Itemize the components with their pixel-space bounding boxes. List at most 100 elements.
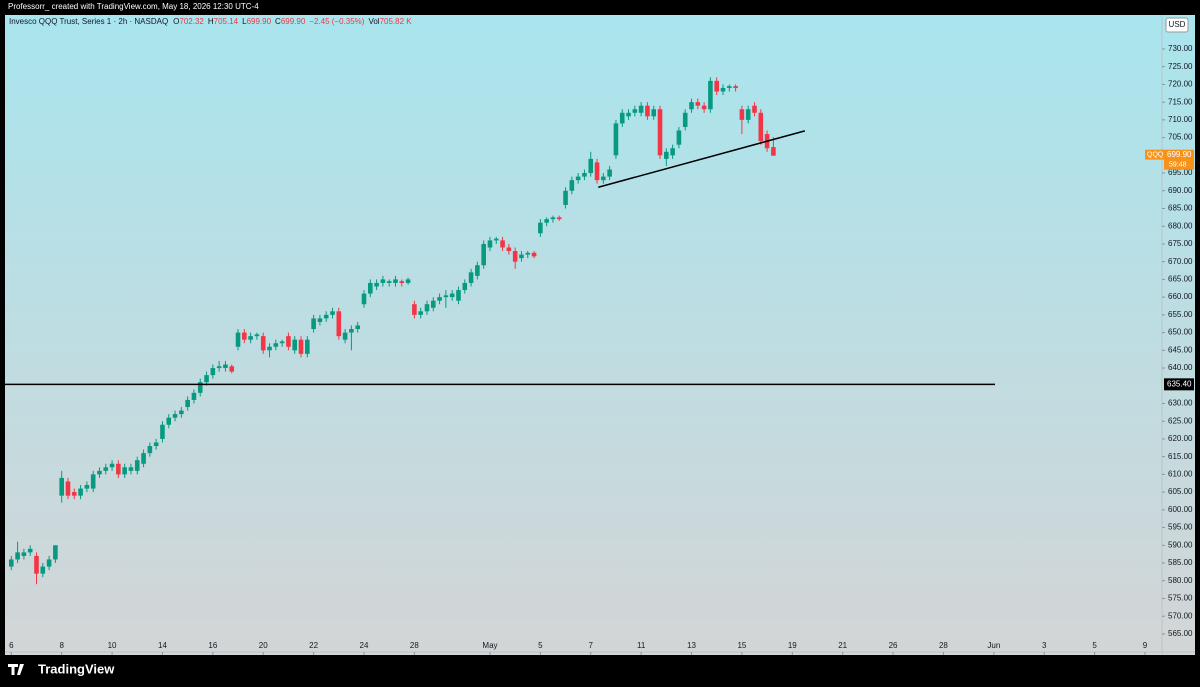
x-tick-label: 10 — [108, 641, 117, 650]
candle-body — [525, 252, 531, 255]
candle-body — [197, 382, 203, 393]
candle-body — [242, 332, 247, 340]
candle-body — [771, 147, 776, 156]
candle-body — [695, 102, 701, 106]
x-tick-label: 14 — [158, 641, 167, 650]
legend-value: 705.82 K — [380, 17, 413, 26]
x-tick-label: 5 — [1092, 641, 1097, 650]
candle-body — [739, 109, 745, 120]
candle-body — [27, 548, 33, 553]
legend-value: −2.45 (−0.35%) — [309, 17, 364, 26]
candle-body — [651, 109, 657, 117]
candle-body — [538, 222, 543, 234]
y-tick-label: 690.00 — [1168, 186, 1193, 195]
candle-body — [53, 545, 58, 560]
candle-body — [664, 151, 669, 159]
candle-body — [594, 162, 600, 181]
y-tick-label: 695.00 — [1168, 168, 1193, 177]
candle-body — [393, 279, 398, 283]
candle-body — [235, 332, 241, 347]
candle-body — [657, 109, 663, 156]
candle-body — [342, 332, 348, 340]
candle-body — [449, 293, 455, 298]
candle-body — [109, 463, 115, 468]
brand: TradingView — [38, 661, 115, 676]
legend-value: 699.90 — [281, 17, 306, 26]
candle-body — [172, 414, 178, 418]
candle-body — [701, 105, 707, 110]
x-tick-label: 26 — [889, 641, 898, 650]
candle-body — [65, 481, 71, 496]
y-tick-label: 615.00 — [1168, 452, 1193, 461]
candle-body — [430, 300, 436, 308]
candle-body — [443, 295, 449, 298]
x-tick-label: 11 — [637, 641, 646, 650]
candle-body — [311, 318, 316, 330]
candle-body — [153, 442, 159, 447]
y-tick-label: 610.00 — [1168, 469, 1193, 478]
candle-body — [563, 190, 568, 205]
candle-body — [758, 112, 764, 142]
candle-body — [147, 446, 153, 454]
candle-body — [128, 467, 134, 471]
candle-body — [254, 334, 260, 337]
legend-label: L — [242, 17, 247, 26]
x-tick-label: 8 — [59, 641, 64, 650]
candle-body — [556, 217, 562, 220]
y-tick-label: 670.00 — [1168, 257, 1193, 266]
x-tick-label: 13 — [687, 641, 696, 650]
candle-body — [292, 339, 298, 351]
legend-label: H — [208, 17, 214, 26]
y-tick-label: 580.00 — [1168, 576, 1193, 585]
y-tick-label: 585.00 — [1168, 558, 1193, 567]
x-tick-label: 16 — [208, 641, 217, 650]
candle-body — [632, 109, 638, 113]
legend-value: 705.14 — [214, 17, 239, 26]
x-tick-label: 19 — [788, 641, 797, 650]
candle-body — [588, 158, 594, 174]
x-tick-label: Jun — [987, 641, 1000, 650]
x-tick-label: 22 — [309, 641, 318, 650]
y-tick-label: 655.00 — [1168, 310, 1193, 319]
y-tick-label: 630.00 — [1168, 399, 1193, 408]
brand-logo — [8, 664, 24, 675]
currency-box[interactable] — [1165, 17, 1189, 33]
candle-body — [682, 112, 688, 127]
candle-body — [374, 282, 379, 287]
currency: USD — [1169, 20, 1186, 29]
y-tick-label: 715.00 — [1168, 97, 1193, 106]
candle-body — [166, 417, 172, 425]
chart-background — [5, 15, 1195, 655]
y-tick-label: 640.00 — [1168, 363, 1193, 372]
last-price-label: 699.90 — [1167, 150, 1192, 159]
candle-body — [84, 485, 90, 489]
candle-body — [286, 336, 291, 347]
trendline — [598, 130, 806, 188]
y-tick-label: 625.00 — [1168, 416, 1193, 425]
candle-body — [512, 251, 518, 262]
candle-body — [78, 488, 83, 496]
candle-body — [733, 86, 738, 88]
candle-body — [40, 566, 46, 574]
horizontal-line-tag — [1164, 378, 1194, 391]
candle-body — [260, 336, 266, 351]
candle-body — [500, 240, 505, 248]
y-tick-label: 680.00 — [1168, 221, 1193, 230]
candle-body — [323, 314, 329, 319]
candle-body — [481, 243, 486, 266]
y-tick-label: 605.00 — [1168, 487, 1193, 496]
x-tick-label: 15 — [737, 641, 746, 650]
x-tick-label: 6 — [9, 641, 14, 650]
candle-body — [714, 80, 720, 92]
candle-body — [386, 281, 392, 283]
candle-body — [368, 282, 373, 294]
candle-body — [90, 474, 96, 489]
candle-body — [185, 399, 190, 408]
y-tick-label: 650.00 — [1168, 328, 1193, 337]
candle-body — [752, 105, 757, 113]
y-tick-label: 600.00 — [1168, 505, 1193, 514]
candle-body — [279, 341, 285, 344]
candle-body — [223, 364, 228, 369]
legend-value: 702.32 — [179, 17, 204, 26]
y-tick-label: 675.00 — [1168, 239, 1193, 248]
